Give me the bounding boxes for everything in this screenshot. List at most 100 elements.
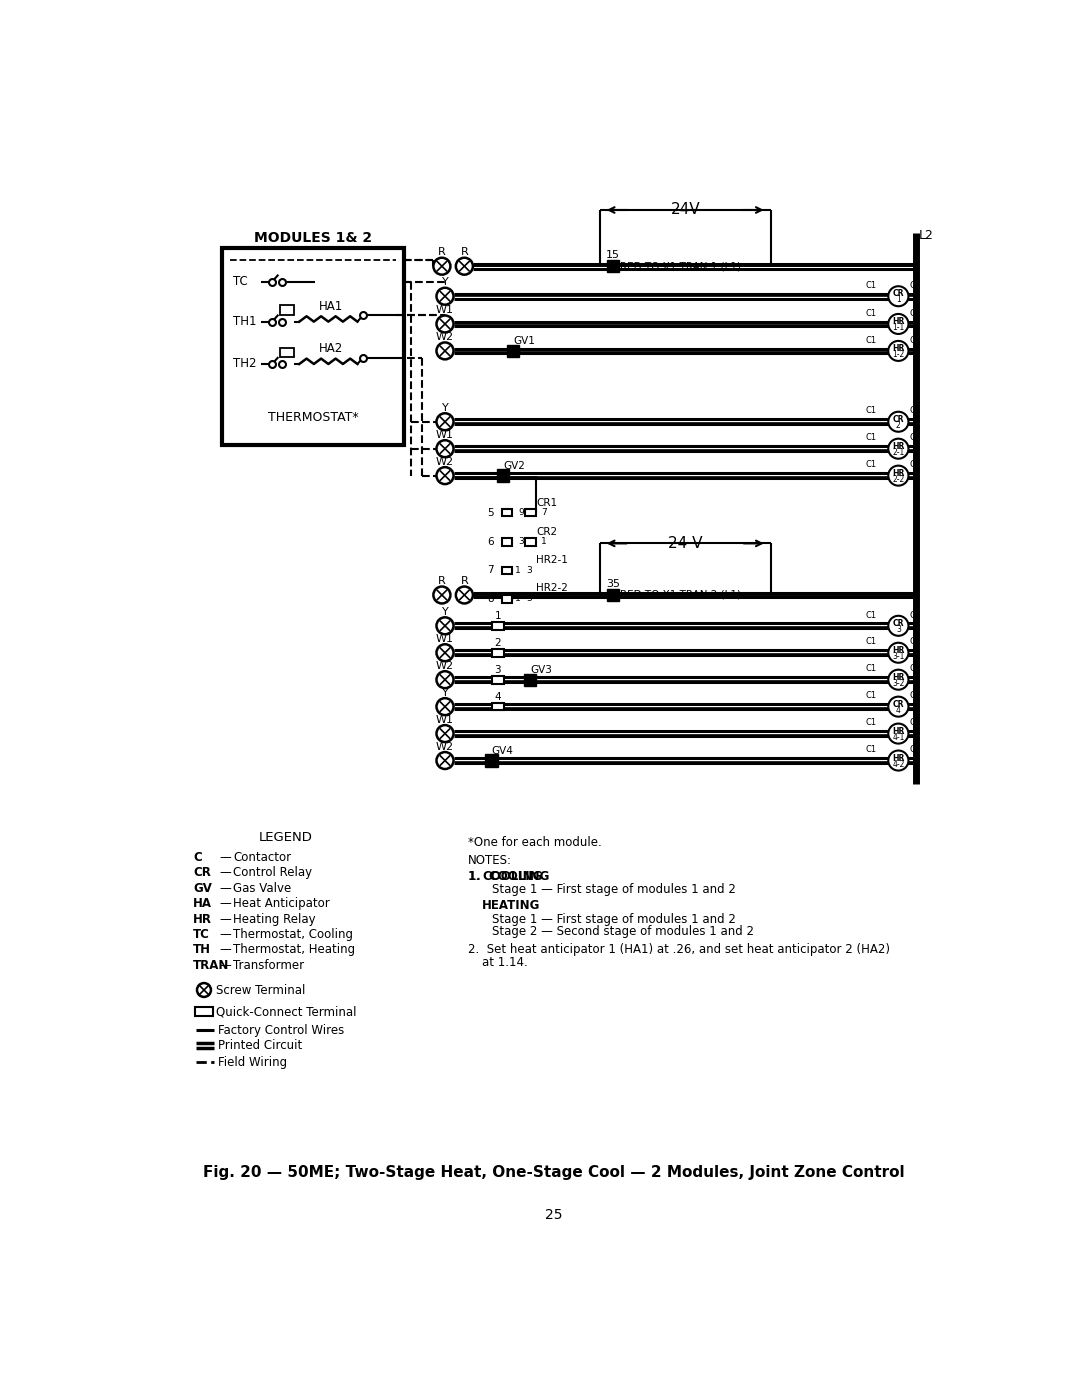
Text: C1: C1: [865, 433, 877, 443]
Text: C1: C1: [865, 281, 877, 291]
Text: 15: 15: [606, 250, 620, 260]
Circle shape: [888, 465, 908, 486]
Text: W1: W1: [436, 430, 454, 440]
Text: C2: C2: [909, 433, 920, 443]
Text: 3: 3: [896, 624, 901, 634]
Text: R: R: [438, 247, 446, 257]
Text: 2-1: 2-1: [892, 447, 905, 457]
Text: —: —: [220, 851, 231, 865]
Text: —: —: [220, 866, 231, 880]
Text: HR: HR: [892, 344, 905, 353]
Text: RED TO X1 TRAN 1 (L1): RED TO X1 TRAN 1 (L1): [620, 261, 741, 271]
Text: HR: HR: [892, 673, 905, 682]
Text: HA2: HA2: [319, 342, 343, 355]
Text: HR: HR: [892, 469, 905, 478]
Circle shape: [456, 257, 473, 275]
Circle shape: [436, 617, 454, 634]
Text: Y: Y: [442, 606, 448, 617]
Text: C2: C2: [909, 461, 920, 469]
Bar: [607, 260, 619, 272]
Bar: [497, 469, 510, 482]
Circle shape: [888, 439, 908, 458]
Text: Gas Valve: Gas Valve: [233, 882, 292, 895]
Text: 2: 2: [896, 420, 901, 430]
Bar: [501, 595, 512, 602]
Text: W2: W2: [436, 332, 454, 342]
Text: 1: 1: [515, 566, 521, 574]
Bar: [525, 509, 536, 517]
Circle shape: [888, 412, 908, 432]
Text: —: —: [220, 912, 231, 926]
Text: GV3: GV3: [530, 665, 552, 675]
Text: GV2: GV2: [503, 461, 525, 471]
Text: C1: C1: [865, 335, 877, 345]
Text: CR: CR: [893, 289, 904, 299]
Text: 5: 5: [487, 507, 494, 518]
Circle shape: [436, 752, 454, 768]
Text: C1: C1: [865, 692, 877, 700]
Circle shape: [888, 669, 908, 690]
Bar: [280, 348, 294, 358]
Text: HR: HR: [892, 441, 905, 451]
Text: Thermostat, Heating: Thermostat, Heating: [233, 943, 355, 957]
Text: R: R: [460, 576, 469, 587]
Text: TC: TC: [193, 928, 210, 942]
Text: 4: 4: [896, 705, 901, 715]
Bar: [607, 588, 619, 601]
Text: W1: W1: [436, 715, 454, 725]
Text: C2: C2: [909, 335, 920, 345]
Text: C2: C2: [909, 309, 920, 317]
Text: COOLING: COOLING: [482, 869, 542, 883]
Text: C1: C1: [865, 610, 877, 619]
Text: C: C: [193, 851, 202, 865]
Text: C2: C2: [909, 610, 920, 619]
Text: TRAN: TRAN: [193, 958, 229, 972]
Text: 1: 1: [896, 295, 901, 305]
Circle shape: [888, 616, 908, 636]
Text: HR: HR: [892, 645, 905, 655]
Text: R: R: [460, 247, 469, 257]
Circle shape: [888, 750, 908, 771]
Circle shape: [436, 698, 454, 715]
Circle shape: [436, 671, 454, 689]
Text: W2: W2: [436, 457, 454, 467]
Text: CR: CR: [893, 415, 904, 423]
Text: W2: W2: [436, 742, 454, 752]
Bar: [507, 345, 519, 358]
Text: HR2-1: HR2-1: [537, 556, 568, 566]
Bar: [491, 622, 504, 630]
Text: —: —: [220, 943, 231, 957]
Text: 8: 8: [487, 594, 494, 604]
Bar: [491, 703, 504, 711]
Text: 3-1: 3-1: [892, 652, 905, 661]
Text: HR: HR: [892, 317, 905, 326]
Circle shape: [888, 724, 908, 743]
Text: CR2: CR2: [537, 527, 557, 536]
Bar: [524, 673, 537, 686]
Text: 2-2: 2-2: [892, 475, 905, 483]
Text: 4: 4: [495, 692, 501, 701]
Text: —: —: [220, 897, 231, 911]
Text: R: R: [438, 576, 446, 587]
Circle shape: [436, 725, 454, 742]
Text: 9: 9: [518, 509, 524, 517]
Text: 3: 3: [526, 594, 531, 604]
Text: 3: 3: [526, 566, 531, 574]
Circle shape: [888, 341, 908, 360]
Bar: [280, 306, 294, 314]
Circle shape: [436, 316, 454, 332]
Text: 4-2: 4-2: [892, 760, 905, 768]
Text: CR: CR: [893, 700, 904, 708]
Text: 35: 35: [606, 580, 620, 590]
Text: 1: 1: [495, 610, 501, 620]
Text: —: —: [220, 882, 231, 895]
Text: W1: W1: [436, 305, 454, 316]
Text: Stage 1 — First stage of modules 1 and 2: Stage 1 — First stage of modules 1 and 2: [491, 883, 735, 897]
Text: NOTES:: NOTES:: [469, 854, 512, 868]
Text: 3-2: 3-2: [892, 679, 905, 687]
Text: C1: C1: [865, 637, 877, 647]
Text: CR: CR: [193, 866, 211, 880]
Text: C2: C2: [909, 665, 920, 673]
Text: C2: C2: [909, 692, 920, 700]
Bar: [195, 1007, 213, 1016]
